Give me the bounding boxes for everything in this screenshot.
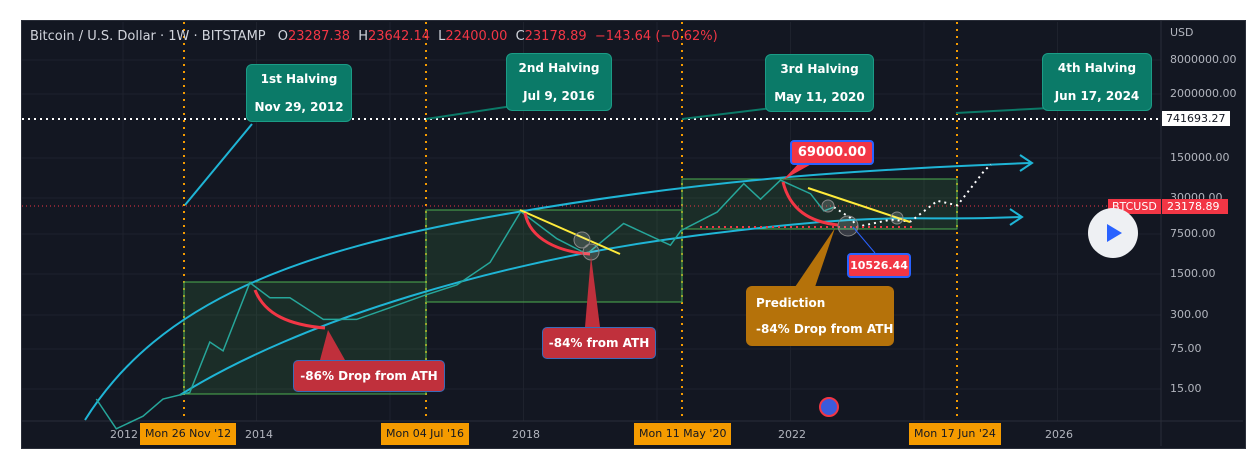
drop-label-2[interactable]: -84% from ATH [542,327,656,359]
open-label: O [277,29,289,44]
x-tick: 2022 [778,428,806,441]
marker-circle [890,211,904,225]
play-icon [1107,224,1122,242]
upper-channel-curve [84,162,1031,421]
y-tick: 300.00 [1170,308,1209,321]
halving-2-pointer [425,105,513,120]
prediction-path [833,163,992,228]
halving-date: Jul 9, 2016 [523,89,595,103]
arrow-icon [1019,154,1034,172]
marker-circle [573,231,591,249]
halving-4-pointer [955,107,1051,114]
y-tick: 2000000.00 [1170,87,1237,100]
target-connector [852,226,876,254]
x-tick: 2026 [1045,428,1073,441]
y-tick: 15.00 [1170,382,1202,395]
y-tick: 75.00 [1170,342,1202,355]
open-value: 23287.38 [288,29,351,44]
close-value: 23178.89 [524,29,587,44]
halving-title: 3rd Halving [780,62,859,76]
drop1-pointer [320,330,345,360]
prediction-callout[interactable]: Prediction -84% Drop from ATH [746,286,894,346]
currency-label: USD [1170,26,1194,39]
y-tick: 7500.00 [1170,227,1216,240]
halving-date-marker: Mon 11 May '20 [634,423,732,445]
lower-channel-curve [179,216,1021,396]
x-tick: 2014 [245,428,273,441]
drop-arrow-1 [253,289,326,330]
us-flag-event-icon[interactable] [819,397,839,417]
halving-3-pointer [681,107,773,120]
halving-title: 4th Halving [1057,61,1137,75]
grid [22,22,1161,421]
high-label: H [358,29,368,44]
halving-title: 1st Halving [260,72,338,86]
y-tick: 150000.00 [1170,151,1230,164]
symbol-title[interactable]: Bitcoin / U.S. Dollar · 1W · BITSTAMP [30,29,266,44]
drop-label-1[interactable]: -86% Drop from ATH [293,360,445,392]
trend-line-2022 [807,187,911,223]
halving-date-marker: Mon 26 Nov '12 [140,423,237,445]
ath-pointer [783,162,815,180]
drop2-pointer [585,256,600,327]
halving-date: Nov 29, 2012 [254,100,344,114]
halving-date: May 11, 2020 [774,90,865,104]
last-price-label: 23178.89 [1162,199,1228,214]
prediction-pointer [795,228,835,287]
x-tick: 2018 [512,428,540,441]
close-label: C [515,29,525,44]
trend-line-2018 [519,209,621,255]
price-series [95,179,835,430]
y-tick: 8000000.00 [1170,53,1237,66]
x-tick: 2012 [110,428,138,441]
marker-circle [821,199,835,213]
drop-arrow-3 [781,181,839,227]
y-tick: 1500.00 [1170,267,1216,280]
high-value: 23642.14 [367,29,430,44]
halving-callout-1[interactable]: 1st Halving Nov 29, 2012 [246,64,352,122]
symbol-header: Bitcoin / U.S. Dollar · 1W · BITSTAMP O2… [30,29,718,44]
halving-callout-3[interactable]: 3rd Halving May 11, 2020 [765,54,874,112]
halving-callout-2[interactable]: 2nd Halving Jul 9, 2016 [506,53,612,111]
halving-date-marker: Mon 17 Jun '24 [909,423,1001,445]
ath-price-label[interactable]: 69000.00 [790,140,874,165]
prediction-title: Prediction [756,296,826,310]
halving-date: Jun 17, 2024 [1054,89,1140,103]
play-button[interactable] [1088,208,1138,258]
cycle-box-2 [425,209,683,303]
halving-date-marker: Mon 04 Jul '16 [381,423,469,445]
prediction-text: -84% Drop from ATH [756,322,894,336]
halving-1-pointer [184,123,253,206]
halving-title: 2nd Halving [518,61,600,75]
low-value: 22400.00 [445,29,508,44]
drop-arrow-2 [523,212,591,256]
halving-callout-4[interactable]: 4th Halving Jun 17, 2024 [1042,53,1152,111]
low-label: L [438,29,446,44]
arrow-icon [1009,208,1024,226]
marker-circle [837,215,859,237]
target-price-label[interactable]: 10526.44 [847,253,911,278]
change-value: −143.64 (−0.62%) [594,29,718,44]
crosshair-price-label: 741693.27 [1162,111,1230,126]
